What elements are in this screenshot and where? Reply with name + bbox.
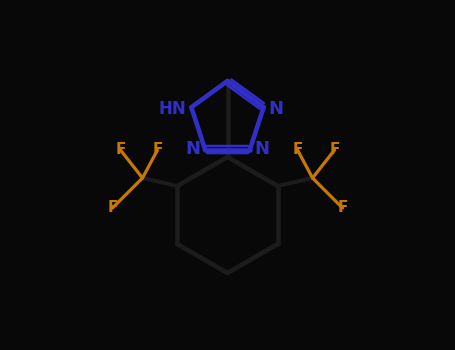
Text: N: N [185,140,200,158]
Text: F: F [115,142,126,158]
Text: N: N [268,100,283,118]
Text: F: F [337,201,348,216]
Text: F: F [107,201,118,216]
Text: F: F [152,142,162,158]
Text: F: F [293,142,303,158]
Text: N: N [255,140,270,158]
Text: HN: HN [159,100,187,118]
Text: F: F [329,142,340,158]
